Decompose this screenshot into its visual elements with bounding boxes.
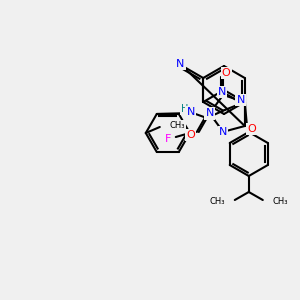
Text: N: N [176,59,184,69]
Text: N: N [219,127,227,137]
Text: N: N [237,95,245,105]
Text: O: O [186,130,195,140]
Text: N: N [187,107,195,117]
Text: CH₃: CH₃ [273,197,288,206]
Text: F: F [165,134,171,144]
Text: CH₃: CH₃ [209,197,225,206]
Text: O: O [248,124,256,134]
Text: CH₃: CH₃ [170,121,185,130]
Text: H: H [181,104,188,114]
Text: N: N [206,108,214,118]
Text: O: O [222,68,230,78]
Text: N: N [218,87,226,97]
